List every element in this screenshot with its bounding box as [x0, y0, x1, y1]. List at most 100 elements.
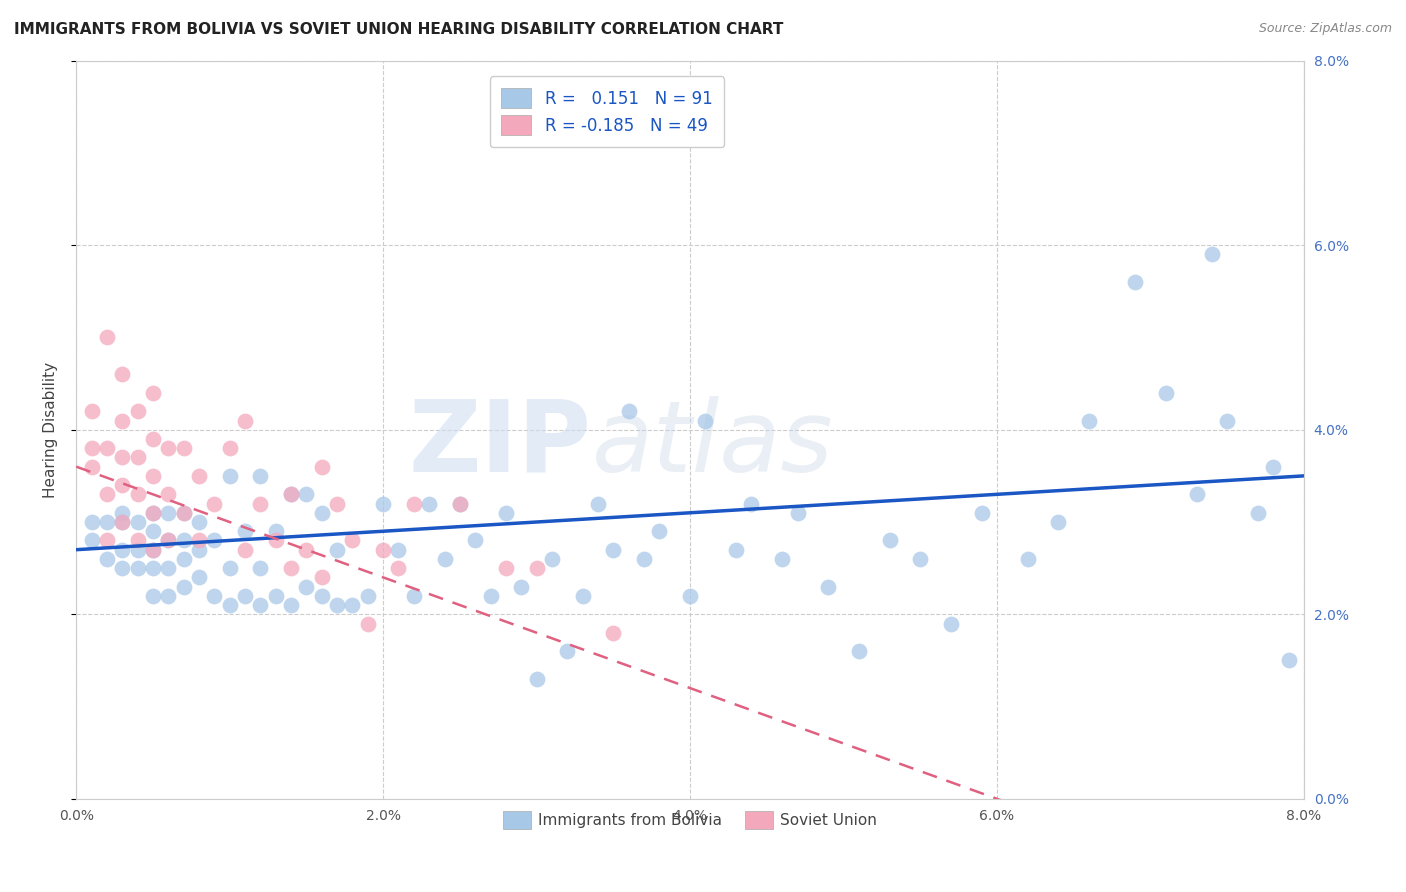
Point — [311, 459, 333, 474]
Point — [280, 561, 302, 575]
Point — [142, 542, 165, 557]
Point — [695, 413, 717, 427]
Point — [402, 497, 425, 511]
Point — [311, 570, 333, 584]
Point — [157, 533, 180, 548]
Point — [80, 515, 103, 529]
Point — [342, 533, 364, 548]
Point — [910, 552, 932, 566]
Point — [142, 385, 165, 400]
Point — [111, 368, 134, 382]
Point — [188, 468, 211, 483]
Point — [280, 598, 302, 612]
Point — [111, 542, 134, 557]
Point — [173, 506, 195, 520]
Point — [173, 506, 195, 520]
Point — [249, 468, 271, 483]
Point — [326, 598, 349, 612]
Point — [188, 570, 211, 584]
Point — [157, 589, 180, 603]
Point — [202, 497, 225, 511]
Point — [127, 404, 149, 418]
Point — [1201, 247, 1223, 261]
Point — [571, 589, 593, 603]
Point — [173, 441, 195, 455]
Point — [357, 589, 380, 603]
Point — [142, 589, 165, 603]
Point — [326, 542, 349, 557]
Point — [1247, 506, 1270, 520]
Point — [295, 542, 318, 557]
Point — [111, 515, 134, 529]
Text: atlas: atlas — [592, 396, 834, 493]
Point — [311, 589, 333, 603]
Point — [526, 672, 548, 686]
Point — [541, 552, 564, 566]
Point — [127, 542, 149, 557]
Point — [1047, 515, 1070, 529]
Point — [264, 589, 287, 603]
Point — [80, 404, 103, 418]
Point — [142, 506, 165, 520]
Text: IMMIGRANTS FROM BOLIVIA VS SOVIET UNION HEARING DISABILITY CORRELATION CHART: IMMIGRANTS FROM BOLIVIA VS SOVIET UNION … — [14, 22, 783, 37]
Point — [402, 589, 425, 603]
Point — [218, 441, 240, 455]
Point — [1017, 552, 1039, 566]
Point — [295, 487, 318, 501]
Point — [387, 561, 409, 575]
Point — [142, 542, 165, 557]
Point — [280, 487, 302, 501]
Point — [127, 487, 149, 501]
Point — [326, 497, 349, 511]
Point — [142, 468, 165, 483]
Point — [464, 533, 486, 548]
Point — [1185, 487, 1208, 501]
Point — [111, 478, 134, 492]
Point — [111, 450, 134, 465]
Point — [157, 533, 180, 548]
Point — [188, 542, 211, 557]
Point — [679, 589, 702, 603]
Point — [725, 542, 748, 557]
Point — [157, 487, 180, 501]
Point — [970, 506, 993, 520]
Point — [142, 432, 165, 446]
Point — [218, 468, 240, 483]
Point — [602, 542, 624, 557]
Point — [249, 561, 271, 575]
Point — [740, 497, 762, 511]
Point — [157, 506, 180, 520]
Point — [96, 533, 118, 548]
Text: Source: ZipAtlas.com: Source: ZipAtlas.com — [1258, 22, 1392, 36]
Point — [157, 561, 180, 575]
Point — [142, 524, 165, 539]
Point — [188, 515, 211, 529]
Point — [233, 413, 256, 427]
Point — [848, 644, 870, 658]
Point — [555, 644, 578, 658]
Point — [202, 589, 225, 603]
Point — [387, 542, 409, 557]
Point — [1263, 459, 1285, 474]
Point — [249, 598, 271, 612]
Point — [233, 589, 256, 603]
Point — [633, 552, 655, 566]
Point — [188, 533, 211, 548]
Point — [142, 506, 165, 520]
Point — [96, 552, 118, 566]
Point — [586, 497, 609, 511]
Point — [249, 497, 271, 511]
Point — [111, 506, 134, 520]
Point — [127, 533, 149, 548]
Point — [218, 598, 240, 612]
Point — [173, 533, 195, 548]
Point — [371, 542, 394, 557]
Point — [127, 561, 149, 575]
Point — [111, 515, 134, 529]
Point — [617, 404, 640, 418]
Point — [1123, 275, 1146, 289]
Point — [295, 580, 318, 594]
Point — [495, 506, 517, 520]
Point — [96, 330, 118, 344]
Point — [510, 580, 533, 594]
